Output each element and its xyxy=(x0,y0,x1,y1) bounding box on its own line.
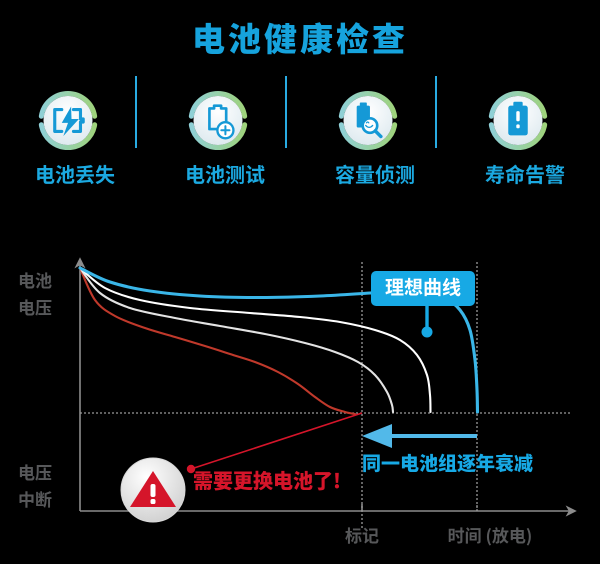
svg-text:理想曲线: 理想曲线 xyxy=(385,273,461,300)
